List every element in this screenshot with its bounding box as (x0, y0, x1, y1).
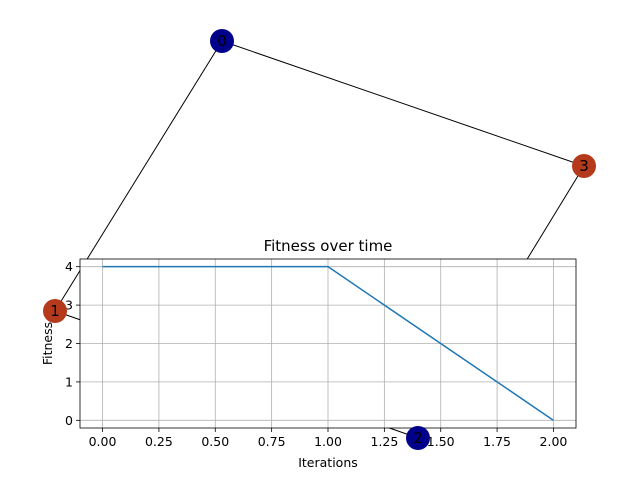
fitness-axes: 0.00 0.25 0.50 0.75 1.00 1.25 1.50 1.75 2.00 0 1 2… (40, 237, 577, 470)
graph-edge-0-3 (221, 40, 585, 167)
x-tick-label: 1.50 (427, 434, 455, 449)
x-tick-label: 2.00 (540, 434, 568, 449)
y-tick-label: 2 (65, 336, 73, 351)
x-axis-label: Iterations (298, 455, 358, 470)
y-tick-label: 1 (65, 374, 73, 389)
y-tick-label: 4 (65, 259, 73, 274)
x-tick-label: 1.00 (314, 434, 342, 449)
graph-node-label-3: 3 (579, 157, 589, 175)
x-tick-label: 0.25 (145, 434, 173, 449)
y-ticks: 0 1 2 3 4 (65, 259, 80, 428)
graph-nodes: 0 1 2 3 (43, 29, 596, 450)
graph-node-2 (406, 426, 430, 450)
x-tick-label: 1.75 (483, 434, 511, 449)
series-lines (102, 265, 554, 421)
x-tick-label: 1.25 (370, 434, 398, 449)
graph-node-3 (572, 154, 596, 178)
x-tick-label: 0.50 (201, 434, 229, 449)
y-axis-label: Fitness (40, 322, 55, 365)
graph-node-label-1: 1 (50, 302, 60, 320)
series-line-0 (102, 265, 554, 421)
graph-node-1 (43, 299, 67, 323)
x-ticks: 0.00 0.25 0.50 0.75 1.00 1.25 1.50 1.75 2.00 (89, 428, 568, 449)
y-tick-label: 3 (65, 298, 73, 313)
x-tick-label: 0.00 (89, 434, 117, 449)
x-tick-label: 0.75 (258, 434, 286, 449)
chart-title: Fitness over time (264, 237, 393, 255)
graph-node-0 (210, 29, 234, 53)
graph-node-label-2: 2 (413, 429, 423, 447)
y-tick-label: 0 (65, 413, 73, 428)
graph-node-label-0: 0 (217, 32, 227, 50)
